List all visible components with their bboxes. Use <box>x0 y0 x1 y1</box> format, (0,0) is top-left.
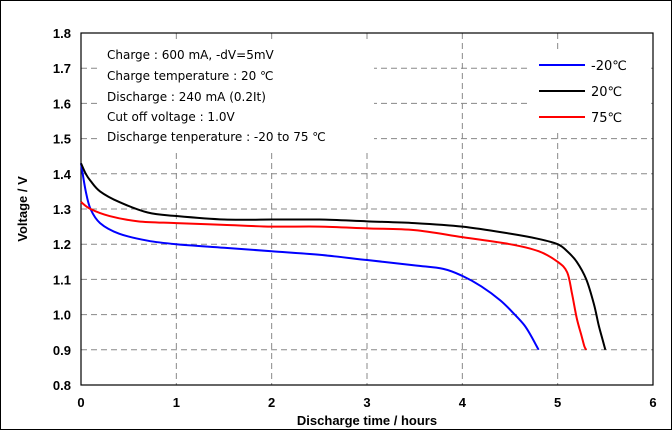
x-tick-label: 6 <box>649 395 656 410</box>
legend-label: -20℃ <box>591 59 627 74</box>
annotation-discharge-temperature: Discharge tenperature : -20 to 75 ℃ <box>107 130 326 144</box>
y-tick-label: 1.3 <box>53 202 71 217</box>
y-tick-label: 1.4 <box>53 167 72 182</box>
y-tick-label: 1.6 <box>53 96 71 111</box>
legend-item-20c: 20℃ <box>539 85 622 100</box>
plot-area-border <box>80 32 654 386</box>
series-layer <box>80 162 607 351</box>
x-tick-label: 0 <box>77 395 84 410</box>
y-tick-label: 1.5 <box>53 132 71 147</box>
x-tick-labels: 0 1 2 3 4 5 6 <box>77 395 656 410</box>
x-tick-label: 2 <box>268 395 275 410</box>
x-tick-label: 5 <box>554 395 561 410</box>
legend-label: 20℃ <box>591 85 622 100</box>
annotation-discharge: Discharge : 240 mA (0.2It) <box>107 90 266 104</box>
y-tick-label: 1.8 <box>53 26 71 41</box>
y-tick-label: 1.2 <box>53 237 71 252</box>
x-axis-title: Discharge time / hours <box>297 413 437 428</box>
series-line-minus20c <box>80 163 540 351</box>
annotation-box <box>99 40 374 150</box>
series-line-75c <box>80 201 588 351</box>
y-tick-label: 0.8 <box>53 378 71 393</box>
annotation-charge: Charge : 600 mA, -dV=5mV <box>107 48 275 62</box>
y-tick-label: 1.1 <box>53 272 71 287</box>
y-axis-title: Voltage / V <box>15 176 30 242</box>
y-tick-label: 0.9 <box>53 343 71 358</box>
legend: -20℃ 20℃ 75℃ <box>539 59 627 126</box>
x-tick-label: 4 <box>459 395 467 410</box>
legend-label: 75℃ <box>591 111 622 126</box>
annotation-block: Charge : 600 mA, -dV=5mV Charge temperat… <box>107 48 326 144</box>
x-tick-label: 1 <box>173 395 180 410</box>
legend-item-minus20c: -20℃ <box>539 59 627 74</box>
annotation-cutoff-voltage: Cut off voltage : 1.0V <box>107 110 236 124</box>
annotation-charge-temperature: Charge temperature : 20 ℃ <box>107 69 274 83</box>
series-line-20c <box>80 162 607 351</box>
y-tick-labels: 0.8 0.9 1.0 1.1 1.2 1.3 1.4 1.5 1.6 1.7 1.8 <box>53 26 72 393</box>
y-tick-label: 1.7 <box>53 61 71 76</box>
legend-item-75c: 75℃ <box>539 111 622 126</box>
y-tick-label: 1.0 <box>53 308 71 323</box>
x-tick-label: 3 <box>363 395 370 410</box>
